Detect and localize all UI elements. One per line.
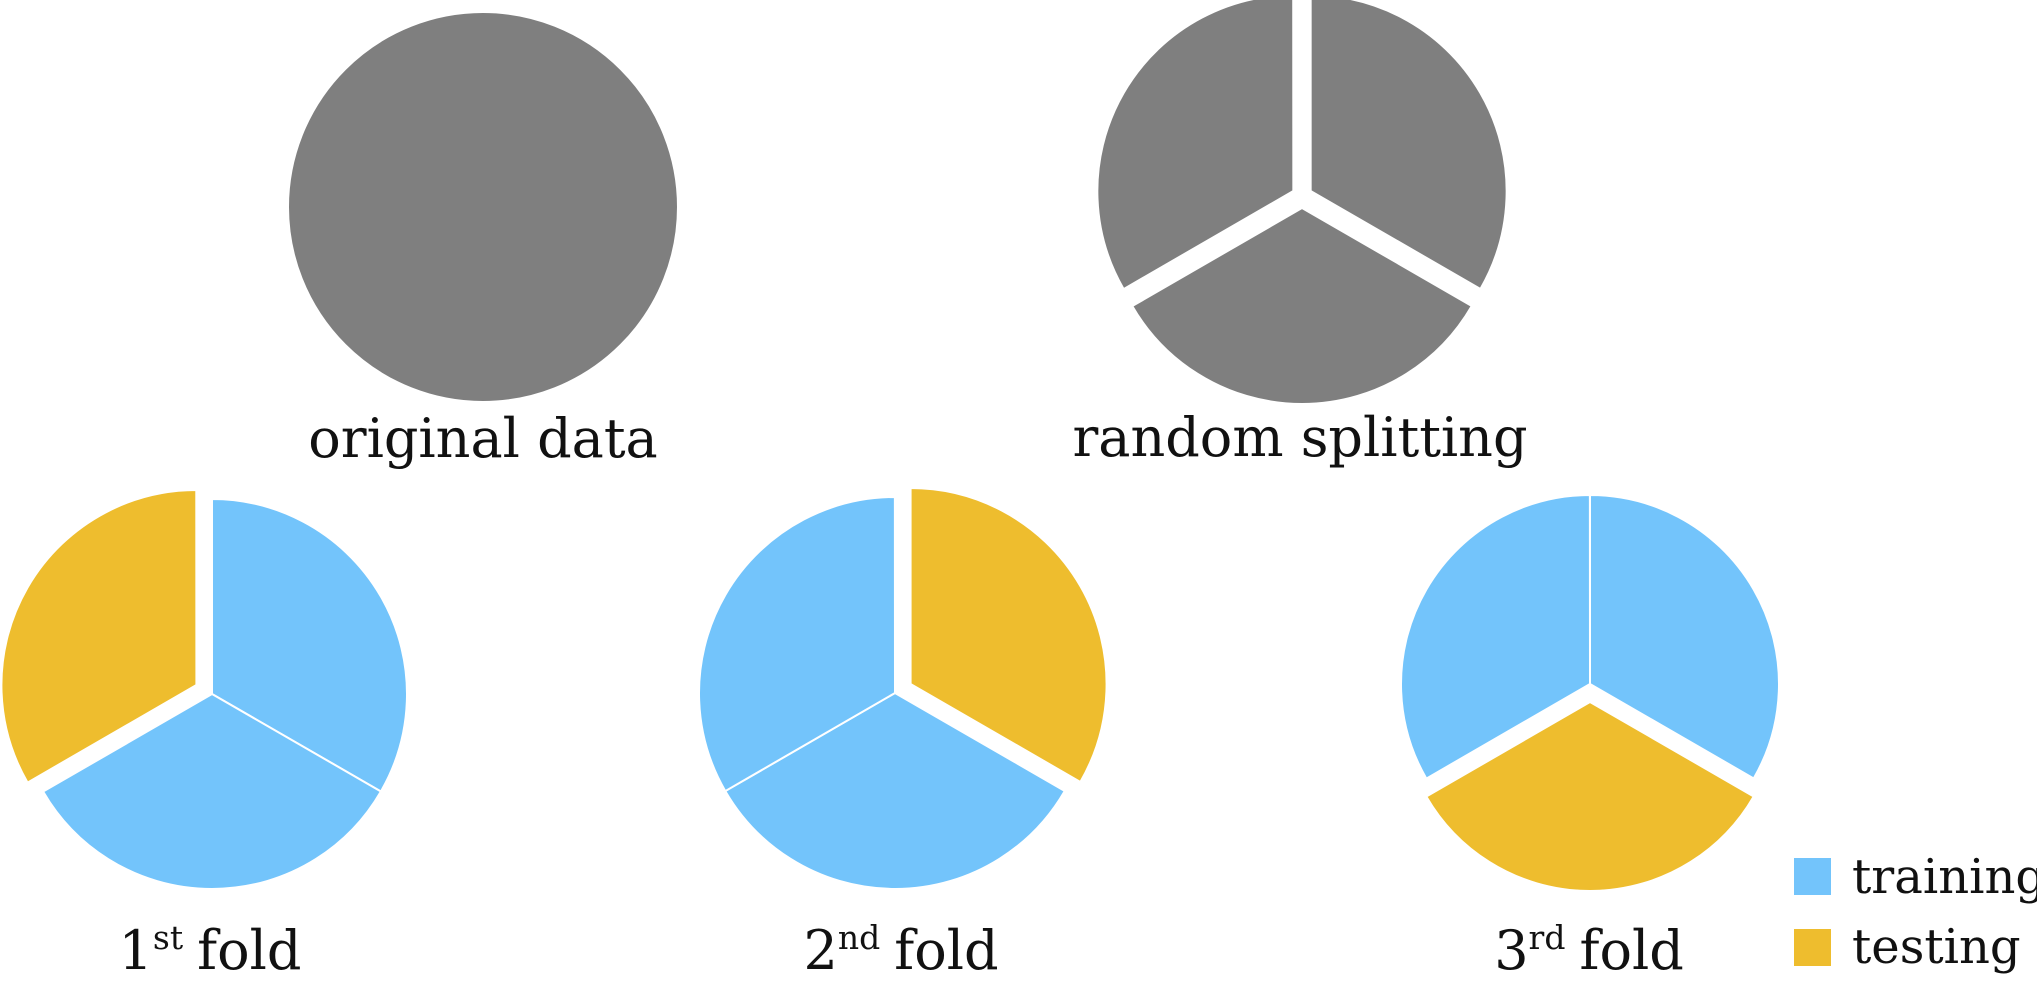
random-splitting-pie-slice-2-data [1130, 206, 1474, 406]
original-data-pie-slice-1-data [286, 11, 680, 403]
original-data-caption: original data [308, 407, 658, 470]
random-splitting-pie-slice-3-data [1096, 0, 1295, 291]
fold-3-word: fold [1579, 919, 1683, 981]
fold-1-ordinal-suffix: st [153, 918, 183, 957]
fold-1-word: fold [197, 919, 301, 981]
fold-3-pie [1400, 493, 1780, 892]
fold-2-ordinal-suffix: nd [838, 918, 880, 957]
fold-2-word: fold [894, 919, 998, 981]
legend: training testing [1794, 849, 2037, 975]
fold-2-number: 2 [803, 919, 837, 981]
pie-charts [0, 0, 1780, 892]
fold-3-ordinal-suffix: rd [1529, 918, 1566, 957]
fold-2-caption: 2nd fold [803, 918, 998, 981]
fold-3-number: 3 [1494, 919, 1528, 981]
legend-testing-label: testing [1852, 919, 2021, 975]
fold-3-caption: 3rd fold [1494, 918, 1684, 981]
legend-training-swatch [1794, 858, 1831, 895]
legend-testing-swatch [1794, 929, 1831, 966]
fold-1-pie-slice-1-training [211, 497, 408, 793]
fold-1-pie-slice-3-testing [0, 489, 198, 784]
original-data-pie [286, 11, 680, 403]
fold-1-pie-slice-2-training [41, 692, 383, 890]
random-splitting-caption: random splitting [1072, 406, 1527, 469]
fold-2-pie-slice-1-testing [909, 486, 1108, 784]
random-splitting-pie [1096, 0, 1508, 406]
fold-1-pie [0, 489, 408, 890]
fold-3-pie-slice-1-training [1589, 493, 1780, 780]
fold-2-pie-slice-3-training [698, 495, 897, 793]
fold-1-number: 1 [119, 919, 153, 981]
fold-3-pie-slice-2-testing [1425, 700, 1756, 892]
fold-3-pie-slice-3-training [1400, 493, 1592, 780]
fold-2-pie-slice-2-training [723, 691, 1067, 890]
fold-2-pie [698, 486, 1108, 890]
random-splitting-pie-slice-1-data [1309, 0, 1508, 291]
legend-training-label: training [1852, 849, 2037, 905]
fold-1-caption: 1st fold [119, 918, 302, 981]
